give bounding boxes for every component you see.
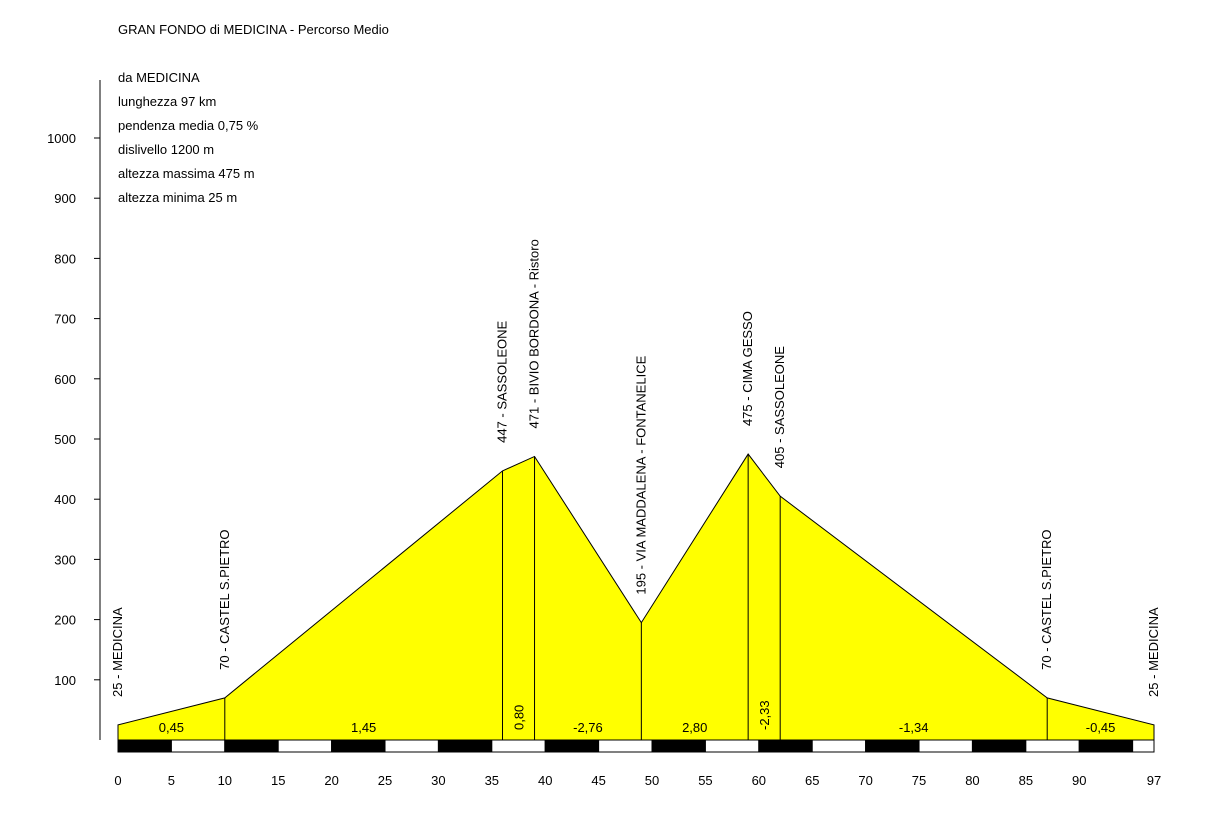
x-tick-label: 50 [645,773,659,788]
info-length: lunghezza 97 km [118,94,217,109]
y-tick-label: 900 [54,191,76,206]
km-scale-segment [544,739,600,753]
x-tick-label: 25 [378,773,392,788]
segment-gradient-label: -2,33 [757,700,772,730]
km-scale-segment [1132,739,1155,753]
segment-gradient-label: 0,80 [512,705,527,730]
x-tick-label: 45 [591,773,605,788]
info-min-altitude: altezza minima 25 m [118,190,238,205]
segment-gradient-label: -0,45 [1086,720,1116,735]
waypoint-label: 475 - CIMA GESSO [740,311,755,426]
y-tick-label: 500 [54,432,76,447]
km-scale-segment [811,739,867,753]
x-tick-label: 70 [858,773,872,788]
km-scale-segment [918,739,973,753]
segment-gradient-label: 2,80 [682,720,707,735]
y-tick-label: 600 [54,372,76,387]
segment-gradient-label: 1,45 [351,720,376,735]
km-scale-segment [277,739,333,753]
waypoint-label: 405 - SASSOLEONE [772,346,787,468]
y-tick-label: 100 [54,673,76,688]
y-tick-label: 200 [54,613,76,628]
x-tick-label: 40 [538,773,552,788]
km-scale-segment [704,739,760,753]
km-scale-segment [170,739,226,753]
x-tick-label: 55 [698,773,712,788]
chart-title: GRAN FONDO di MEDICINA - Percorso Medio [118,22,389,37]
km-scale-segment [491,739,546,753]
waypoint-label: 70 - CASTEL S.PIETRO [217,529,232,669]
y-tick-label: 400 [54,492,76,507]
info-elevation-gain: dislivello 1200 m [118,142,215,157]
y-tick-label: 300 [54,552,76,567]
info-avg-gradient: pendenza media 0,75 % [118,118,259,133]
y-tick-label: 700 [54,312,76,327]
km-scale-segment [971,739,1027,753]
x-tick-label: 65 [805,773,819,788]
x-tick-label: 90 [1072,773,1086,788]
y-tick-label: 800 [54,251,76,266]
km-scale-segment [384,739,439,753]
route-info: da MEDICINA lunghezza 97 km pendenza med… [118,66,258,210]
x-tick-label: 30 [431,773,445,788]
km-scale-segment [117,739,172,753]
km-scale-segment [224,739,279,753]
x-tick-label: 10 [218,773,232,788]
waypoint-label: 25 - MEDICINA [110,607,125,697]
waypoint-label: 25 - MEDICINA [1146,607,1161,697]
km-scale-segment [758,739,813,753]
segment-gradient-label: -2,76 [573,720,603,735]
segment-gradient-label: 0,45 [159,720,184,735]
x-tick-label: 75 [912,773,926,788]
waypoint-label: 447 - SASSOLEONE [494,320,509,442]
x-tick-label: 80 [965,773,979,788]
x-tick-label: 15 [271,773,285,788]
x-tick-label: 85 [1019,773,1033,788]
x-tick-label: 5 [168,773,175,788]
waypoint-label: 471 - BIVIO BORDONA - Ristoro [527,239,542,428]
x-tick-label: 0 [114,773,121,788]
x-tick-label: 35 [485,773,499,788]
info-max-altitude: altezza massima 475 m [118,166,255,181]
km-scale-segment [1078,739,1134,753]
km-scale-segment [865,739,920,753]
km-scale-segment [331,739,386,753]
x-tick-label: 60 [752,773,766,788]
x-tick-label: 97 [1147,773,1161,788]
x-tick-label: 20 [324,773,338,788]
waypoint-label: 195 - VIA MADDALENA - FONTANELICE [633,355,648,594]
segment-gradient-label: -1,34 [899,720,929,735]
km-scale-segment [1025,739,1080,753]
km-scale-segment [651,739,706,753]
y-tick-label: 1000 [47,131,76,146]
info-origin: da MEDICINA [118,70,200,85]
km-scale-segment [437,739,493,753]
waypoint-label: 70 - CASTEL S.PIETRO [1039,529,1054,669]
km-scale-segment [598,739,653,753]
